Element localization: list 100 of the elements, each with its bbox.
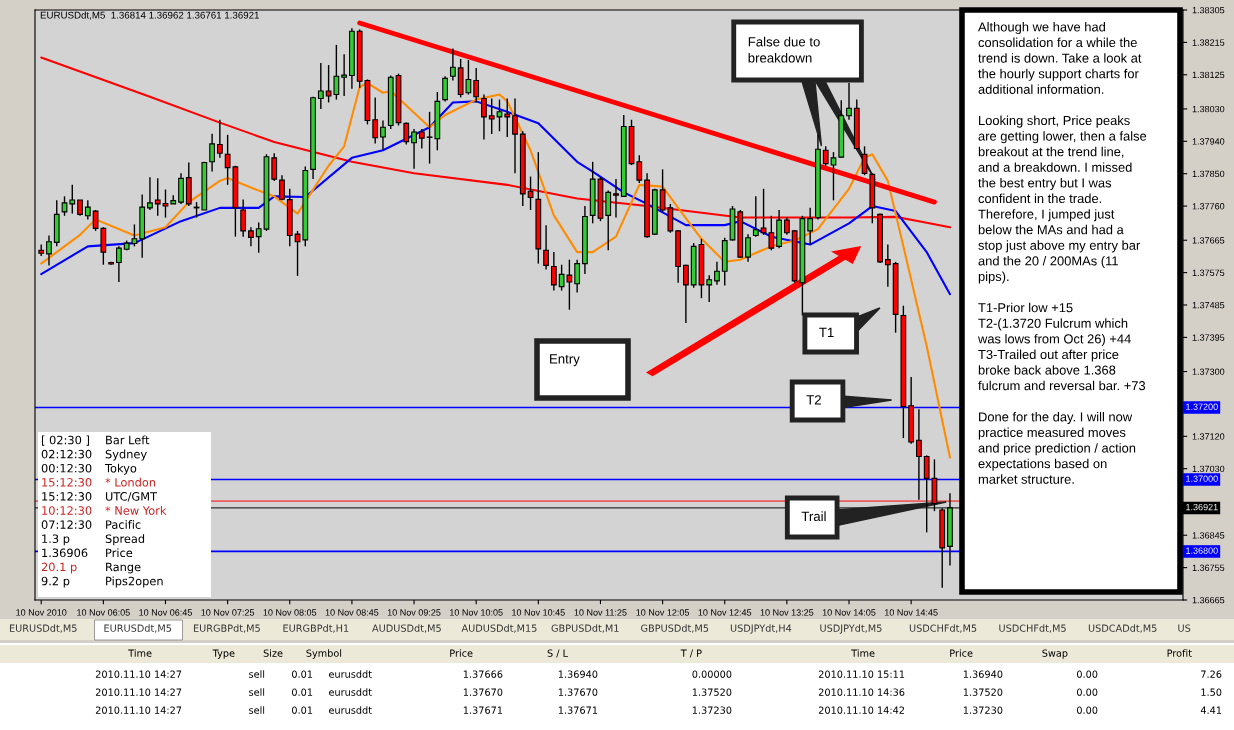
- x-tick-label: 10 Nov 14:05: [822, 609, 876, 616]
- text: 0.01: [291, 688, 313, 696]
- text: USDJPYdt,M5: [820, 624, 882, 634]
- text: 0.00: [1076, 688, 1098, 696]
- text: GBPUSDdt,M5: [641, 624, 709, 633]
- candlestick: [380, 119, 386, 151]
- text: USDJPYdt,H4: [730, 624, 792, 634]
- text: 1.36940: [963, 670, 1003, 678]
- text: 2010.11.10 14:27: [95, 706, 182, 714]
- chart-title: EURUSDdt,M5 1.36814 1.36962 1.36761 1.36921: [40, 11, 259, 20]
- x-tick-label: 10 Nov 12:45: [698, 609, 752, 616]
- ref-line-label: 1.37000: [1186, 475, 1218, 482]
- candlestick: [216, 119, 223, 159]
- candlestick: [574, 258, 581, 294]
- annotation: Bar Left: [106, 435, 150, 445]
- candlestick: [209, 133, 215, 173]
- candlestick: [372, 96, 379, 145]
- candlestick: [154, 177, 161, 217]
- text: Size: [263, 649, 283, 657]
- candlestick: [46, 234, 52, 267]
- text: EURGBPdt,H1: [283, 624, 349, 633]
- text: 0.01: [291, 670, 313, 678]
- text: USDCHFdt,M5: [909, 624, 977, 633]
- y-tick-label: 1.37300: [1192, 368, 1225, 375]
- x-tick-label: 10 Nov 06:45: [139, 609, 192, 616]
- candlestick: [543, 224, 549, 271]
- text: Type: [212, 649, 235, 659]
- candlestick: [162, 188, 169, 219]
- candlestick: [884, 243, 891, 288]
- x-tick-label: 10 Nov 06:05: [77, 609, 130, 616]
- candlestick: [449, 47, 456, 82]
- y-tick-label: 1.37120: [1192, 433, 1225, 440]
- text: Price: [450, 649, 473, 657]
- candlestick: [473, 67, 480, 104]
- x-tick-label: 10 Nov 08:45: [325, 609, 379, 616]
- annotation: 1.3 p: [42, 534, 70, 546]
- text: AUDUSDdt,M5: [372, 624, 441, 633]
- candlestick: [248, 226, 254, 248]
- text: 1.36940: [558, 670, 598, 678]
- text: 2010.11.10 14:27: [95, 670, 182, 678]
- candlestick: [147, 176, 153, 211]
- text: 1.37230: [963, 706, 1003, 714]
- candlestick: [69, 184, 76, 215]
- line-series: [40, 81, 952, 459]
- text: Time: [851, 649, 875, 657]
- text: AUDUSDdt,M15: [461, 624, 537, 633]
- text: 4.41: [1200, 706, 1222, 714]
- line-series: [40, 100, 952, 296]
- candlestick: [550, 251, 557, 292]
- candlestick: [341, 53, 348, 97]
- text: 1.37671: [463, 706, 503, 714]
- text: Time: [128, 649, 152, 657]
- text: S / L: [547, 649, 568, 658]
- text: sell: [249, 688, 265, 696]
- annotation: Entry: [550, 354, 580, 367]
- text: 2010.11.10 14:27: [95, 688, 182, 696]
- annotation: Tokyo: [104, 463, 137, 475]
- text: 0.00: [1076, 670, 1098, 678]
- annotation: 20.1 p: [41, 562, 77, 574]
- candlestick: [527, 175, 534, 211]
- y-tick-label: 1.38305: [1192, 6, 1225, 14]
- text: EURUSDdt,M5: [104, 624, 172, 633]
- text: 1.37671: [558, 706, 598, 714]
- candlestick: [512, 97, 518, 175]
- x-tick-label: 10 Nov 10:45: [512, 609, 565, 616]
- candlestick: [418, 128, 425, 150]
- text: Symbol: [306, 649, 342, 659]
- candlestick: [613, 178, 619, 219]
- x-tick-label: 10 Nov 13:25: [760, 609, 814, 616]
- text: US: [1178, 624, 1191, 632]
- y-tick-label: 1.36845: [1192, 532, 1225, 539]
- annotation: 02:12:30: [41, 449, 92, 459]
- text: 0.00000: [692, 670, 732, 678]
- candlestick: [442, 75, 448, 103]
- candlestick: [846, 82, 852, 121]
- y-tick-label: 1.37030: [1192, 465, 1225, 473]
- candlestick: [481, 93, 487, 141]
- text: USDCADdt,M5: [1088, 624, 1157, 633]
- candlestick: [807, 207, 814, 246]
- x-tick-label: 10 Nov 2010: [16, 609, 67, 616]
- candlestick: [683, 264, 689, 324]
- candlestick: [861, 145, 868, 176]
- y-tick-label: 1.37850: [1192, 170, 1225, 178]
- annotation: T2: [806, 395, 821, 405]
- candlestick: [745, 233, 751, 263]
- text: Swap: [1042, 649, 1068, 659]
- y-tick-label: 1.38215: [1192, 39, 1225, 46]
- text: 0.00: [1076, 706, 1098, 714]
- candlestick: [271, 152, 278, 182]
- x-tick-label: 10 Nov 10:05: [450, 609, 503, 616]
- text: 1.37520: [963, 688, 1003, 696]
- y-tick-label: 1.37760: [1192, 203, 1225, 210]
- text: 7.26: [1201, 670, 1222, 678]
- text: Price: [950, 649, 973, 657]
- ref-line-label: 1.36800: [1186, 547, 1218, 554]
- x-tick-label: 10 Nov 07:25: [201, 609, 255, 616]
- y-tick-label: 1.37665: [1192, 237, 1225, 244]
- candlestick: [752, 195, 759, 238]
- annotation: Range: [106, 562, 141, 574]
- annotation: 9.2 p: [41, 576, 70, 588]
